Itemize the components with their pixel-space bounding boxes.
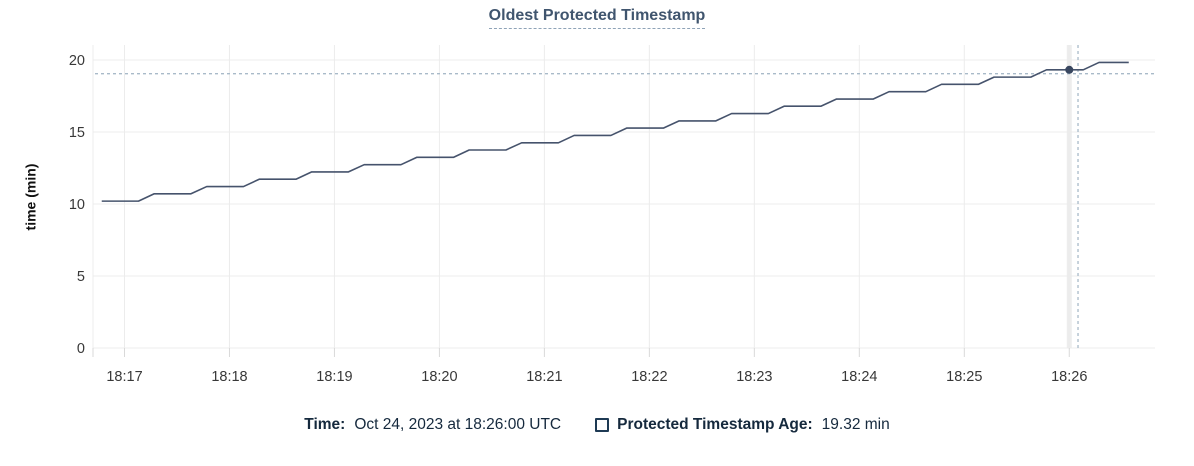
time-value: Oct 24, 2023 at 18:26:00 UTC — [354, 416, 562, 433]
y-tick-label: 5 — [77, 269, 85, 285]
hover-data-point — [1065, 65, 1074, 74]
series-label: Protected Timestamp Age: — [617, 416, 813, 433]
x-tick-label: 18:19 — [316, 369, 352, 385]
series-value: 19.32 min — [821, 416, 890, 433]
x-tick-label: 18:18 — [211, 369, 247, 385]
y-tick-label: 0 — [77, 341, 85, 357]
series-line-protected-timestamp-age — [101, 61, 1129, 202]
x-tick-label: 18:20 — [421, 369, 457, 385]
x-tick-label: 18:22 — [631, 369, 667, 385]
chart-title[interactable]: Oldest Protected Timestamp — [488, 7, 706, 29]
series-toggle-checkbox[interactable] — [595, 418, 610, 432]
y-tick-label: 15 — [69, 125, 85, 141]
chart-header: Oldest Protected Timestamp — [0, 7, 1194, 29]
x-tick-label: 18:26 — [1051, 369, 1087, 385]
y-tick-label: 20 — [69, 53, 85, 69]
x-tick-label: 18:23 — [736, 369, 772, 385]
x-tick-label: 18:17 — [106, 369, 142, 385]
x-tick-label: 18:25 — [946, 369, 982, 385]
x-gridlines: 18:17 18:18 18:19 18:20 18:21 18:22 18:23 18:24… — [92, 45, 1087, 385]
x-tick-label: 18:21 — [526, 369, 562, 385]
y-tick-label: 10 — [69, 197, 85, 213]
y-gridlines: 0 5 10 15 20 — [69, 53, 1155, 357]
hover-crosshair — [95, 45, 1155, 348]
hover-legend: Time: Oct 24, 2023 at 18:26:00 UTC Prote… — [0, 412, 1194, 438]
legend-item-protected-timestamp-age[interactable]: Protected Timestamp Age: 19.32 min — [595, 416, 890, 434]
x-tick-label: 18:24 — [841, 369, 877, 385]
time-label: Time: — [304, 416, 346, 433]
